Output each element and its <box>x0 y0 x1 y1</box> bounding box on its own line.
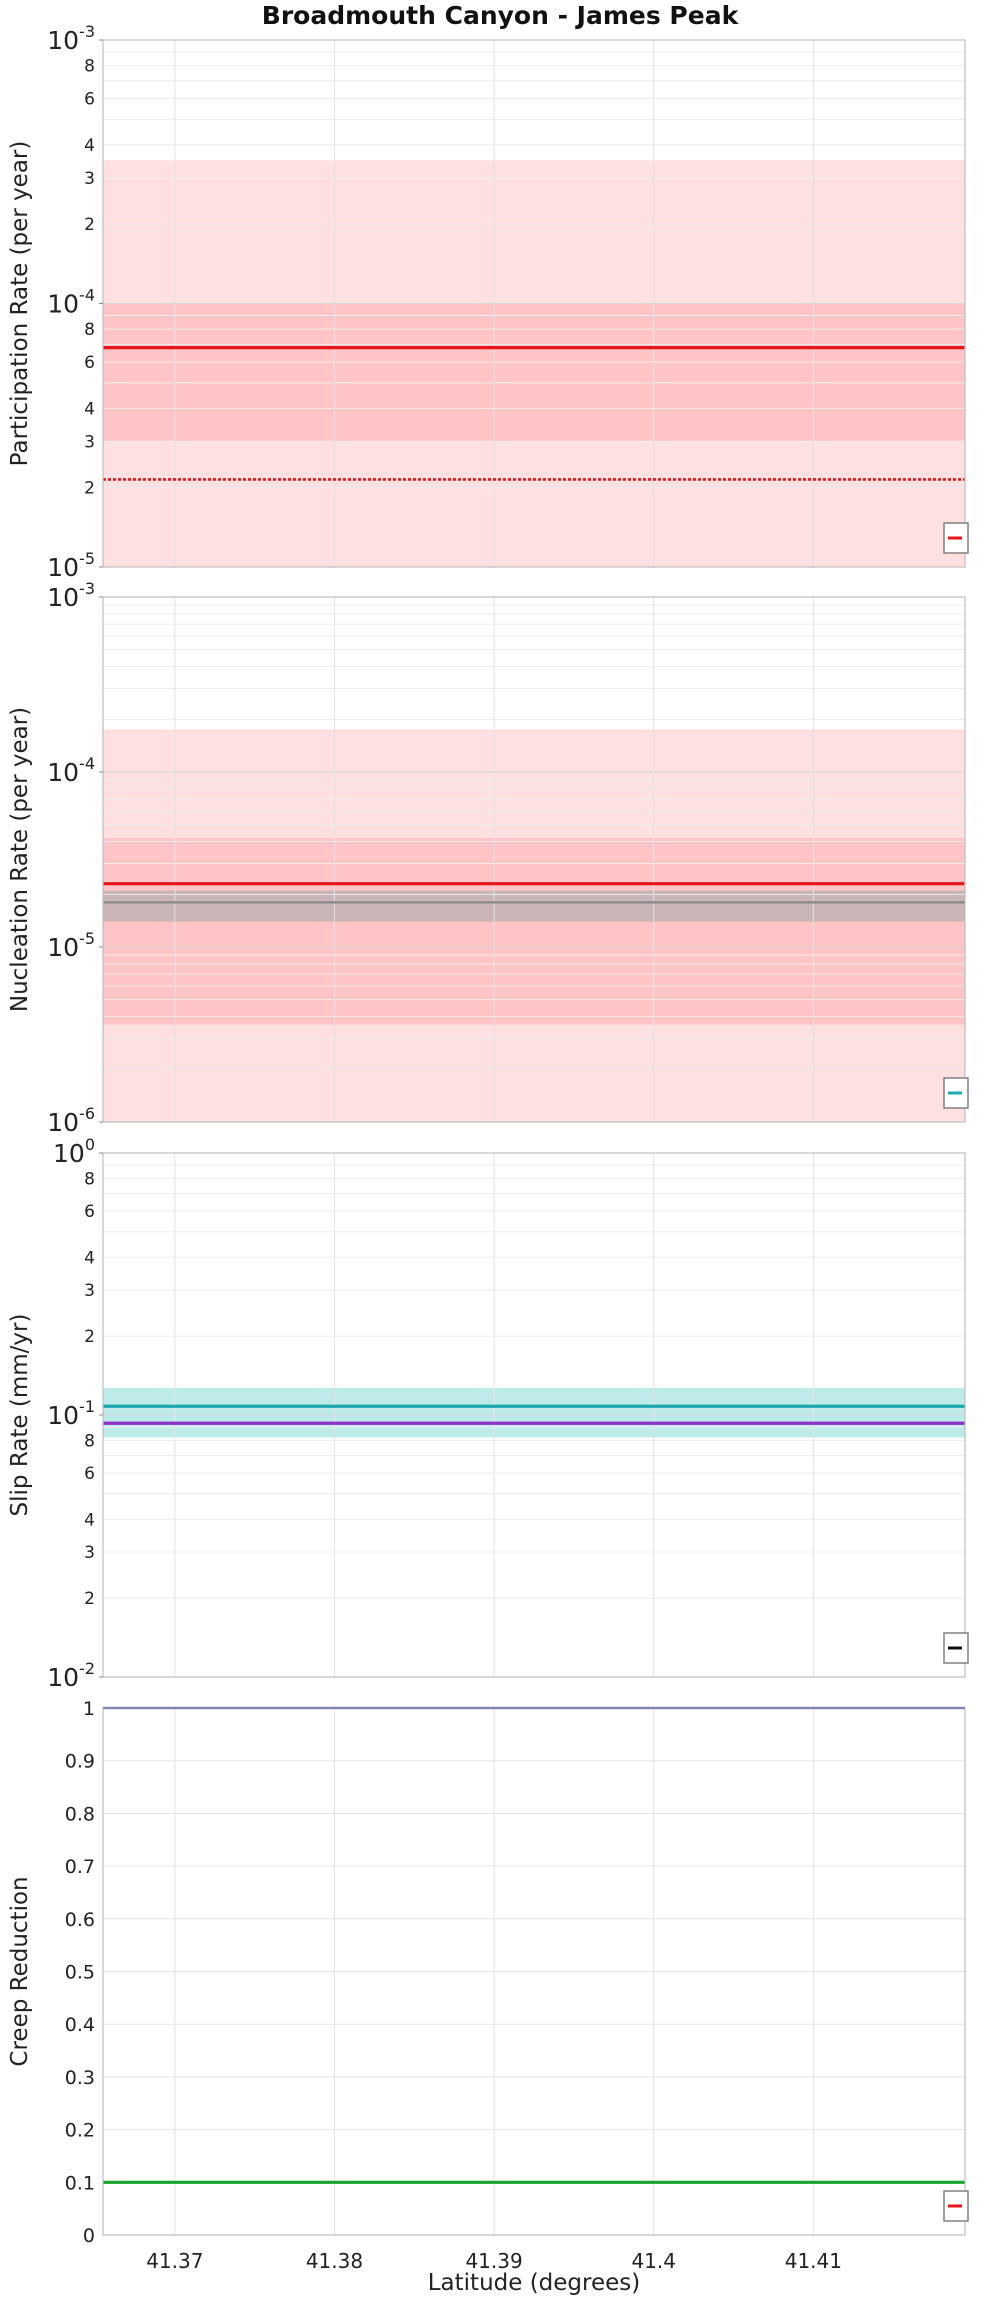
participation-ylabel: Participation Rate (per year) <box>7 141 33 467</box>
x-tick-label-0: 41.37 <box>146 2249 203 2273</box>
x-tick-label-1: 41.38 <box>306 2249 363 2273</box>
slip-ytick-minor: 6 <box>84 1202 95 1222</box>
slip-ytick-minor: 2 <box>84 1589 95 1609</box>
slip-band-0 <box>103 1387 965 1438</box>
participation-ytick-minor: 3 <box>84 432 95 452</box>
participation-ytick-0: 10-5 <box>47 549 95 582</box>
participation-ytick-2: 10-3 <box>47 22 95 55</box>
creep-ytick-7: 0.7 <box>65 1856 95 1878</box>
nucleation-ytick-3: 10-3 <box>47 579 95 612</box>
participation-ytick-1: 10-4 <box>47 286 95 319</box>
nucleation-ylabel: Nucleation Rate (per year) <box>7 707 33 1012</box>
creep-ytick-0: 0 <box>83 2225 95 2247</box>
nucleation-ytick-0: 10-6 <box>47 1104 95 1137</box>
creep-ytick-2: 0.2 <box>65 2120 95 2142</box>
participation-ytick-minor: 4 <box>84 136 95 156</box>
participation-ytick-minor: 6 <box>84 353 95 373</box>
slip-ytick-2: 100 <box>53 1135 95 1168</box>
slip-ytick-1: 10-1 <box>47 1397 95 1430</box>
participation-ytick-minor: 6 <box>84 89 95 109</box>
creep-frame <box>102 1707 966 2236</box>
slip-ytick-minor: 3 <box>84 1281 95 1301</box>
nucleation-band-2 <box>103 890 965 922</box>
creep-ylabel: Creep Reduction <box>7 1876 33 2066</box>
creep-ytick-9: 0.9 <box>65 1751 95 1773</box>
participation-ytick-minor: 2 <box>84 215 95 235</box>
slip-ytick-minor: 2 <box>84 1327 95 1347</box>
creep-ytick-6: 0.6 <box>65 1909 95 1931</box>
x-tick-label-4: 41.41 <box>785 2249 842 2273</box>
x-tick-label-2: 41.39 <box>465 2249 522 2273</box>
slip-ytick-minor: 8 <box>84 1169 95 1189</box>
creep-ytick-1: 0.1 <box>65 2172 95 2194</box>
slip-ytick-minor: 8 <box>84 1431 95 1451</box>
nucleation-ytick-2: 10-4 <box>47 754 95 787</box>
slip-ytick-minor: 6 <box>84 1464 95 1484</box>
participation-ytick-minor: 2 <box>84 479 95 499</box>
x-tick-label-3: 41.4 <box>631 2249 676 2273</box>
creep-ytick-10: 1 <box>83 1698 95 1720</box>
participation-ytick-minor: 8 <box>84 57 95 77</box>
chart-title: Broadmouth Canyon - James Peak <box>262 1 740 30</box>
creep-ytick-4: 0.4 <box>65 2014 95 2036</box>
creep-ytick-3: 0.3 <box>65 2067 95 2089</box>
slip-ytick-minor: 4 <box>84 1248 95 1268</box>
x-axis-label: Latitude (degrees) <box>428 2270 641 2296</box>
participation-ytick-minor: 4 <box>84 399 95 419</box>
nucleation-band-1 <box>103 837 965 1025</box>
nucleation-frame <box>102 596 966 1123</box>
slip-ytick-minor: 3 <box>84 1543 95 1563</box>
slip-ytick-0: 10-2 <box>47 1659 95 1692</box>
participation-ytick-minor: 8 <box>84 320 95 340</box>
creep-ytick-8: 0.8 <box>65 1803 95 1825</box>
nucleation-ytick-1: 10-5 <box>47 929 95 962</box>
participation-band-1 <box>103 303 965 442</box>
slip-ylabel: Slip Rate (mm/yr) <box>7 1314 33 1517</box>
slip-ytick-minor: 4 <box>84 1510 95 1530</box>
participation-ytick-minor: 3 <box>84 169 95 189</box>
creep-ytick-5: 0.5 <box>65 1962 95 1984</box>
